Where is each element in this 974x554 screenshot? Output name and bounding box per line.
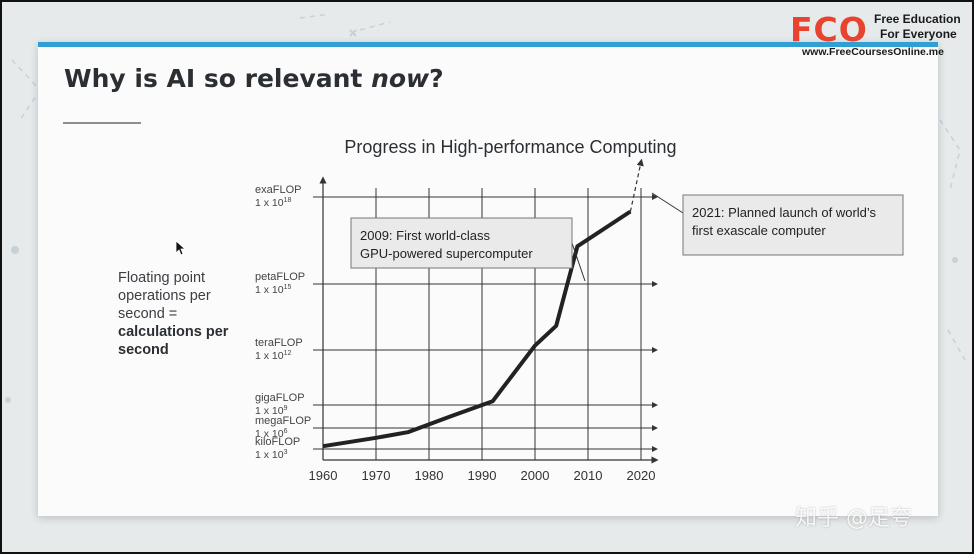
chart-title: Progress in High-performance Computing bbox=[344, 137, 677, 157]
chart-annotation-box bbox=[350, 217, 573, 269]
logo-tagline-2: For Everyone bbox=[880, 27, 957, 41]
chart-annotation-leader bbox=[651, 192, 684, 214]
slide-title-emphasis: now bbox=[371, 64, 430, 93]
slide-title-suffix: ? bbox=[429, 64, 444, 93]
slide: Why is AI so relevant now? Progress in H… bbox=[38, 42, 938, 516]
chart-y-tick-name: exaFLOP bbox=[255, 184, 301, 196]
chart-y-tick-value: 1 x 1018 bbox=[255, 197, 292, 209]
chart-y-tick-name: petaFLOP bbox=[255, 271, 305, 283]
chart-x-tick-label: 2000 bbox=[521, 468, 550, 483]
mouse-cursor-icon bbox=[175, 240, 187, 256]
slide-title: Why is AI so relevant now? bbox=[64, 64, 444, 93]
chart-y-tick-value: 1 x 1015 bbox=[255, 284, 292, 296]
chart-y-tick-name: megaFLOP bbox=[255, 415, 311, 427]
slide-title-prefix: Why is AI so relevant bbox=[64, 64, 372, 93]
logo-url: www.FreeCoursesOnline.me bbox=[802, 46, 944, 58]
chart-y-tick-value: 1 x 1012 bbox=[255, 350, 292, 362]
chart-x-tick-label: 2010 bbox=[574, 468, 603, 483]
chart-annotation-text: GPU-powered supercomputer bbox=[360, 246, 533, 261]
chart-annotation-leader bbox=[571, 242, 586, 282]
chart-x-tick-label: 1960 bbox=[309, 468, 338, 483]
chart-y-tick-name: gigaFLOP bbox=[255, 392, 305, 404]
chart-annotation-box bbox=[682, 194, 904, 256]
chart-y-tick-value: 1 x 103 bbox=[255, 449, 288, 461]
chart-x-tick-label: 1990 bbox=[468, 468, 497, 483]
chart-x-tick-label: 2020 bbox=[627, 468, 656, 483]
logo-mark: FCO bbox=[790, 10, 868, 49]
chart-y-tick-name: kiloFLOP bbox=[255, 436, 300, 448]
chart-y-tick-value: 1 x 109 bbox=[255, 405, 288, 417]
chart-annotation-text: 2009: First world-class bbox=[360, 228, 491, 243]
chart-projection-line bbox=[629, 158, 644, 212]
logo-tagline-1: Free Education bbox=[874, 12, 961, 26]
chart-series-line bbox=[322, 209, 632, 449]
chart-annotation-text: 2021: Planned launch of world’s bbox=[692, 205, 877, 220]
title-underline bbox=[63, 122, 141, 124]
chart-annotation-text: first exascale computer bbox=[692, 223, 826, 238]
chart-y-tick-value: 1 x 106 bbox=[255, 428, 288, 440]
fco-logo: FCO Free Education For Everyone www.Free… bbox=[788, 8, 968, 58]
chart-y-tick-name: teraFLOP bbox=[255, 337, 303, 349]
side-description-plain: Floating point operations per second = bbox=[118, 270, 211, 322]
side-description-bold: calculations per second bbox=[118, 324, 229, 358]
slide-accent-bar bbox=[38, 42, 938, 47]
chart-x-tick-label: 1970 bbox=[362, 468, 391, 483]
side-description: Floating point operations per second = c… bbox=[118, 269, 258, 359]
chart-x-tick-label: 1980 bbox=[415, 468, 444, 483]
watermark: 知乎 @足夸 bbox=[795, 506, 912, 531]
